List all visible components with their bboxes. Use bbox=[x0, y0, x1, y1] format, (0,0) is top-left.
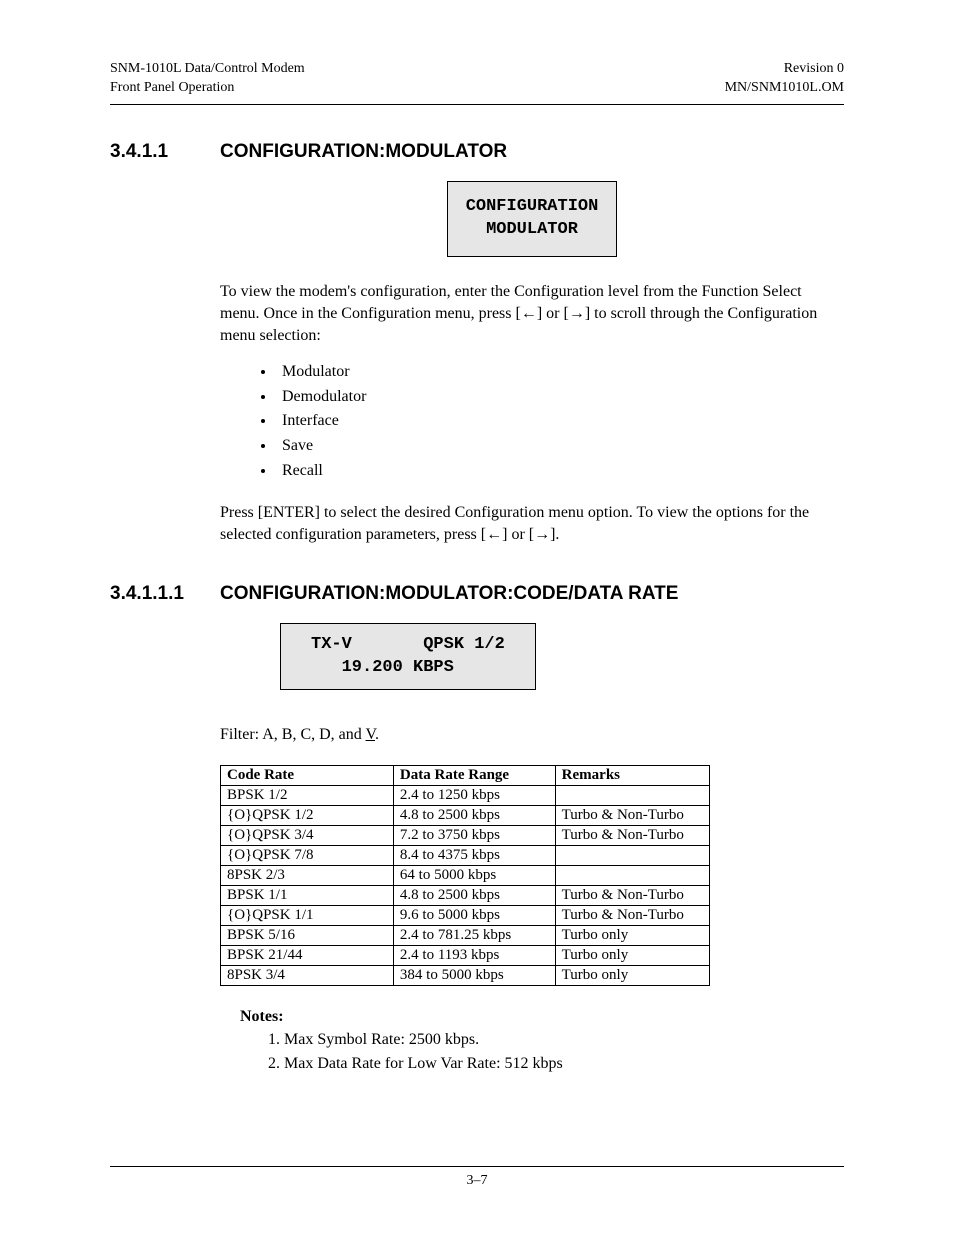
td: BPSK 21/44 bbox=[221, 945, 394, 965]
filter-line: Filter: A, B, C, D, and V. bbox=[220, 724, 844, 746]
td: {O}QPSK 1/1 bbox=[221, 905, 394, 925]
display1-line2: MODULATOR bbox=[486, 220, 578, 239]
td: {O}QPSK 1/2 bbox=[221, 805, 394, 825]
td: Turbo only bbox=[555, 945, 709, 965]
filter-underlined: V bbox=[366, 726, 376, 743]
section-title-1: CONFIGURATION:MODULATOR bbox=[220, 141, 507, 163]
th-code-rate: Code Rate bbox=[221, 765, 394, 785]
header-rule bbox=[110, 104, 844, 105]
header-left-line1: SNM-1010L Data/Control Modem bbox=[110, 60, 305, 79]
notes-block: Notes: Max Symbol Rate: 2500 kbps. Max D… bbox=[240, 1008, 844, 1076]
section1-para2: Press [ENTER] to select the desired Conf… bbox=[220, 502, 844, 547]
table-header-row: Code Rate Data Rate Range Remarks bbox=[221, 765, 710, 785]
config-menu-list: Modulator Demodulator Interface Save Rec… bbox=[220, 360, 844, 484]
code-rate-table: Code Rate Data Rate Range Remarks BPSK 1… bbox=[220, 765, 710, 986]
table-row: 8PSK 3/4384 to 5000 kbpsTurbo only bbox=[221, 965, 710, 985]
table-row: {O}QPSK 1/19.6 to 5000 kbpsTurbo & Non-T… bbox=[221, 905, 710, 925]
arrow-right-icon: → bbox=[569, 305, 585, 322]
td: 384 to 5000 kbps bbox=[393, 965, 555, 985]
td: {O}QPSK 7/8 bbox=[221, 845, 394, 865]
lcd-display-1: CONFIGURATION MODULATOR bbox=[447, 181, 618, 257]
td: Turbo & Non-Turbo bbox=[555, 885, 709, 905]
section1-para1: To view the modem's configuration, enter… bbox=[220, 281, 844, 348]
list-item: Save bbox=[276, 434, 844, 459]
td: BPSK 1/2 bbox=[221, 785, 394, 805]
td: Turbo only bbox=[555, 965, 709, 985]
page: SNM-1010L Data/Control Modem Front Panel… bbox=[0, 0, 954, 1235]
table-row: {O}QPSK 7/88.4 to 4375 kbps bbox=[221, 845, 710, 865]
list-item: Demodulator bbox=[276, 385, 844, 410]
td: Turbo & Non-Turbo bbox=[555, 825, 709, 845]
display2-line1: TX-V QPSK 1/2 bbox=[311, 635, 505, 654]
display-box-wrap-2: TX-V QPSK 1/2 19.200 KBPS bbox=[220, 623, 844, 691]
table-row: BPSK 21/442.4 to 1193 kbpsTurbo only bbox=[221, 945, 710, 965]
section-heading-2: 3.4.1.1.1 CONFIGURATION:MODULATOR:CODE/D… bbox=[110, 583, 844, 605]
p2c: ]. bbox=[550, 526, 559, 543]
header-right-line1: Revision 0 bbox=[725, 60, 844, 79]
td bbox=[555, 785, 709, 805]
table-row: BPSK 5/162.4 to 781.25 kbpsTurbo only bbox=[221, 925, 710, 945]
note-item: Max Data Rate for Low Var Rate: 512 kbps bbox=[284, 1052, 844, 1076]
td: Turbo & Non-Turbo bbox=[555, 905, 709, 925]
p1b: ] or [ bbox=[537, 305, 569, 322]
td: 2.4 to 1193 kbps bbox=[393, 945, 555, 965]
page-number: 3–7 bbox=[110, 1173, 844, 1189]
footer-rule bbox=[110, 1166, 844, 1167]
section-number-2: 3.4.1.1.1 bbox=[110, 583, 220, 605]
header-right-line2: MN/SNM1010L.OM bbox=[725, 79, 844, 98]
td: 9.6 to 5000 kbps bbox=[393, 905, 555, 925]
list-item: Interface bbox=[276, 409, 844, 434]
page-header: SNM-1010L Data/Control Modem Front Panel… bbox=[110, 60, 844, 98]
filter-b: . bbox=[375, 726, 379, 743]
notes-title: Notes: bbox=[240, 1008, 844, 1026]
td: 7.2 to 3750 kbps bbox=[393, 825, 555, 845]
display-box-wrap-1: CONFIGURATION MODULATOR bbox=[220, 181, 844, 257]
table-row: BPSK 1/22.4 to 1250 kbps bbox=[221, 785, 710, 805]
td: 8PSK 3/4 bbox=[221, 965, 394, 985]
arrow-right-icon: → bbox=[534, 526, 550, 543]
header-right: Revision 0 MN/SNM1010L.OM bbox=[725, 60, 844, 98]
table-row: {O}QPSK 1/24.8 to 2500 kbpsTurbo & Non-T… bbox=[221, 805, 710, 825]
arrow-left-icon: ← bbox=[486, 526, 502, 543]
section-title-2: CONFIGURATION:MODULATOR:CODE/DATA RATE bbox=[220, 583, 678, 605]
header-left: SNM-1010L Data/Control Modem Front Panel… bbox=[110, 60, 305, 98]
td: Turbo & Non-Turbo bbox=[555, 805, 709, 825]
section2-content: TX-V QPSK 1/2 19.200 KBPS Filter: A, B, … bbox=[220, 623, 844, 1076]
notes-list: Max Symbol Rate: 2500 kbps. Max Data Rat… bbox=[240, 1028, 844, 1076]
td bbox=[555, 845, 709, 865]
page-footer: 3–7 bbox=[110, 1166, 844, 1189]
td: {O}QPSK 3/4 bbox=[221, 825, 394, 845]
note-item: Max Symbol Rate: 2500 kbps. bbox=[284, 1028, 844, 1052]
list-item: Modulator bbox=[276, 360, 844, 385]
lcd-display-2: TX-V QPSK 1/2 19.200 KBPS bbox=[280, 623, 536, 691]
td: BPSK 5/16 bbox=[221, 925, 394, 945]
table-row: {O}QPSK 3/47.2 to 3750 kbpsTurbo & Non-T… bbox=[221, 825, 710, 845]
arrow-left-icon: ← bbox=[521, 305, 537, 322]
filter-a: Filter: A, B, C, D, and bbox=[220, 726, 366, 743]
td: Turbo only bbox=[555, 925, 709, 945]
td: 8.4 to 4375 kbps bbox=[393, 845, 555, 865]
td: 64 to 5000 kbps bbox=[393, 865, 555, 885]
td: 2.4 to 781.25 kbps bbox=[393, 925, 555, 945]
th-data-rate-range: Data Rate Range bbox=[393, 765, 555, 785]
td: BPSK 1/1 bbox=[221, 885, 394, 905]
display2-line2: 19.200 KBPS bbox=[311, 658, 454, 677]
list-item: Recall bbox=[276, 459, 844, 484]
table-row: BPSK 1/14.8 to 2500 kbpsTurbo & Non-Turb… bbox=[221, 885, 710, 905]
td bbox=[555, 865, 709, 885]
section-number-1: 3.4.1.1 bbox=[110, 141, 220, 163]
td: 8PSK 2/3 bbox=[221, 865, 394, 885]
display1-line1: CONFIGURATION bbox=[466, 197, 599, 216]
td: 2.4 to 1250 kbps bbox=[393, 785, 555, 805]
th-remarks: Remarks bbox=[555, 765, 709, 785]
header-left-line2: Front Panel Operation bbox=[110, 79, 305, 98]
td: 4.8 to 2500 kbps bbox=[393, 805, 555, 825]
p2b: ] or [ bbox=[502, 526, 534, 543]
td: 4.8 to 2500 kbps bbox=[393, 885, 555, 905]
section-heading-1: 3.4.1.1 CONFIGURATION:MODULATOR bbox=[110, 141, 844, 163]
section1-content: CONFIGURATION MODULATOR To view the mode… bbox=[220, 181, 844, 547]
table-row: 8PSK 2/364 to 5000 kbps bbox=[221, 865, 710, 885]
